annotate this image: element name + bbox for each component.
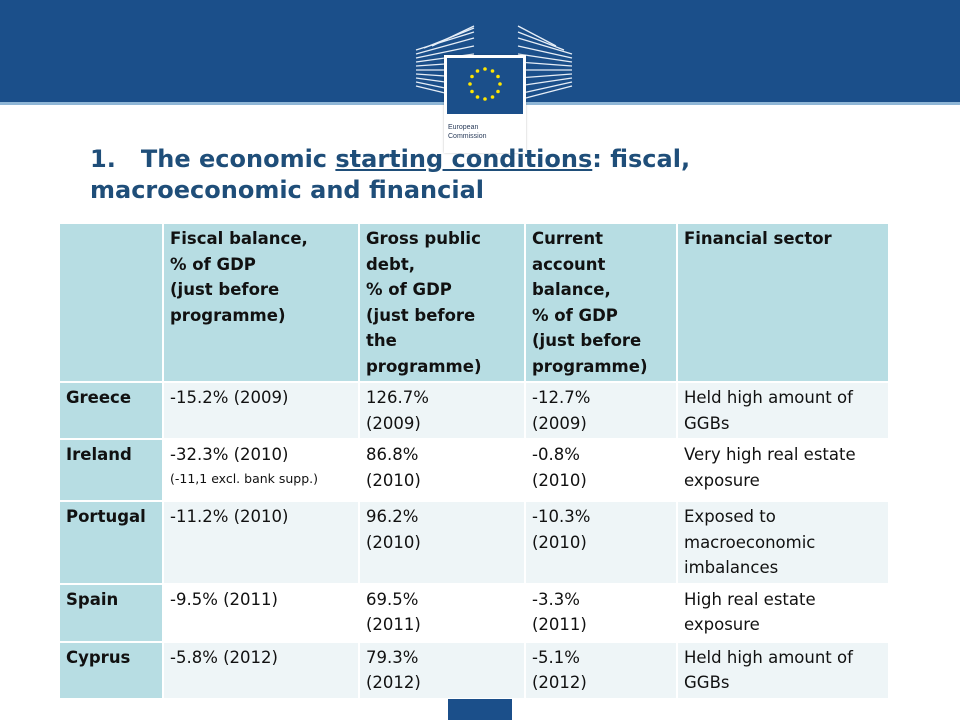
country-cell: Portugal bbox=[58, 500, 164, 585]
header-financial-sector: Financial sector bbox=[676, 222, 890, 383]
eu-flag-icon bbox=[447, 58, 523, 114]
fiscal-cell: -5.8% (2012) bbox=[162, 640, 360, 700]
title-number: 1. bbox=[90, 145, 116, 173]
financial-cell: High real estate exposure bbox=[676, 582, 890, 643]
table-header-row: Fiscal balance,% of GDP (just before progr… bbox=[58, 222, 890, 383]
table-row-greece: Greece -15.2% (2009) 126.7% (2009) -12.7%… bbox=[58, 381, 890, 440]
starting-conditions-table: Fiscal balance,% of GDP (just before progr… bbox=[58, 222, 890, 700]
current-account-cell: -3.3% (2011) bbox=[524, 582, 678, 643]
current-account-cell: -10.3% (2010) bbox=[524, 500, 678, 585]
title-underlined: starting conditions bbox=[335, 145, 593, 173]
country-cell: Spain bbox=[58, 582, 164, 643]
debt-cell: 79.3% (2012) bbox=[358, 640, 526, 700]
financial-cell: Held high amount of GGBs bbox=[676, 381, 890, 440]
fiscal-cell: -15.2% (2009) bbox=[162, 381, 360, 440]
debt-cell: 69.5% (2011) bbox=[358, 582, 526, 643]
current-account-cell: -0.8% (2010) bbox=[524, 438, 678, 502]
title-line-2: macroeconomic and financial bbox=[90, 176, 484, 204]
table-row-portugal: Portugal -11.2% (2010) 96.2% (2010) -10.3… bbox=[58, 500, 890, 585]
current-account-cell: -5.1% (2012) bbox=[524, 640, 678, 700]
table-row-ireland: Ireland -32.3% (2010) (-11,1 excl. bank s… bbox=[58, 438, 890, 502]
slide-title: 1. The economic starting conditions: fis… bbox=[90, 144, 910, 206]
debt-cell: 96.2% (2010) bbox=[358, 500, 526, 585]
country-cell: Greece bbox=[58, 381, 164, 440]
header-empty bbox=[58, 222, 164, 383]
title-post: : fiscal, bbox=[592, 145, 691, 173]
footer-flag-bar bbox=[448, 699, 512, 720]
fiscal-cell: -32.3% (2010) (-11,1 excl. bank supp.) bbox=[162, 438, 360, 502]
country-cell: Ireland bbox=[58, 438, 164, 502]
logo-wordmark: European Commission bbox=[448, 123, 524, 141]
country-cell: Cyprus bbox=[58, 640, 164, 700]
fiscal-note: (-11,1 excl. bank supp.) bbox=[170, 470, 319, 486]
table-row-cyprus: Cyprus -5.8% (2012) 79.3% (2012) -5.1% (20… bbox=[58, 640, 890, 700]
fiscal-cell: -9.5% (2011) bbox=[162, 582, 360, 643]
debt-cell: 126.7% (2009) bbox=[358, 381, 526, 440]
current-account-cell: -12.7% (2009) bbox=[524, 381, 678, 440]
financial-cell: Very high real estate exposure bbox=[676, 438, 890, 502]
logo-line-1: European bbox=[448, 124, 479, 131]
fiscal-cell: -11.2% (2010) bbox=[162, 500, 360, 585]
logo-panel: European Commission bbox=[444, 55, 526, 153]
financial-cell: Held high amount of GGBs bbox=[676, 640, 890, 700]
table-row-spain: Spain -9.5% (2011) 69.5% (2011) -3.3% (201… bbox=[58, 582, 890, 643]
header-fiscal-balance: Fiscal balance,% of GDP (just before progr… bbox=[162, 222, 360, 383]
debt-cell: 86.8% (2010) bbox=[358, 438, 526, 502]
title-pre: The economic bbox=[140, 145, 336, 173]
header-gross-public-debt: Gross public debt,% of GDP (just before the… bbox=[358, 222, 526, 383]
header-current-account: Current account balance,% of GDP (just befo… bbox=[524, 222, 678, 383]
financial-cell: Exposed to macroeconomic imbalances bbox=[676, 500, 890, 585]
logo-line-2: Commission bbox=[448, 133, 487, 140]
european-commission-logo: European Commission bbox=[414, 22, 574, 153]
